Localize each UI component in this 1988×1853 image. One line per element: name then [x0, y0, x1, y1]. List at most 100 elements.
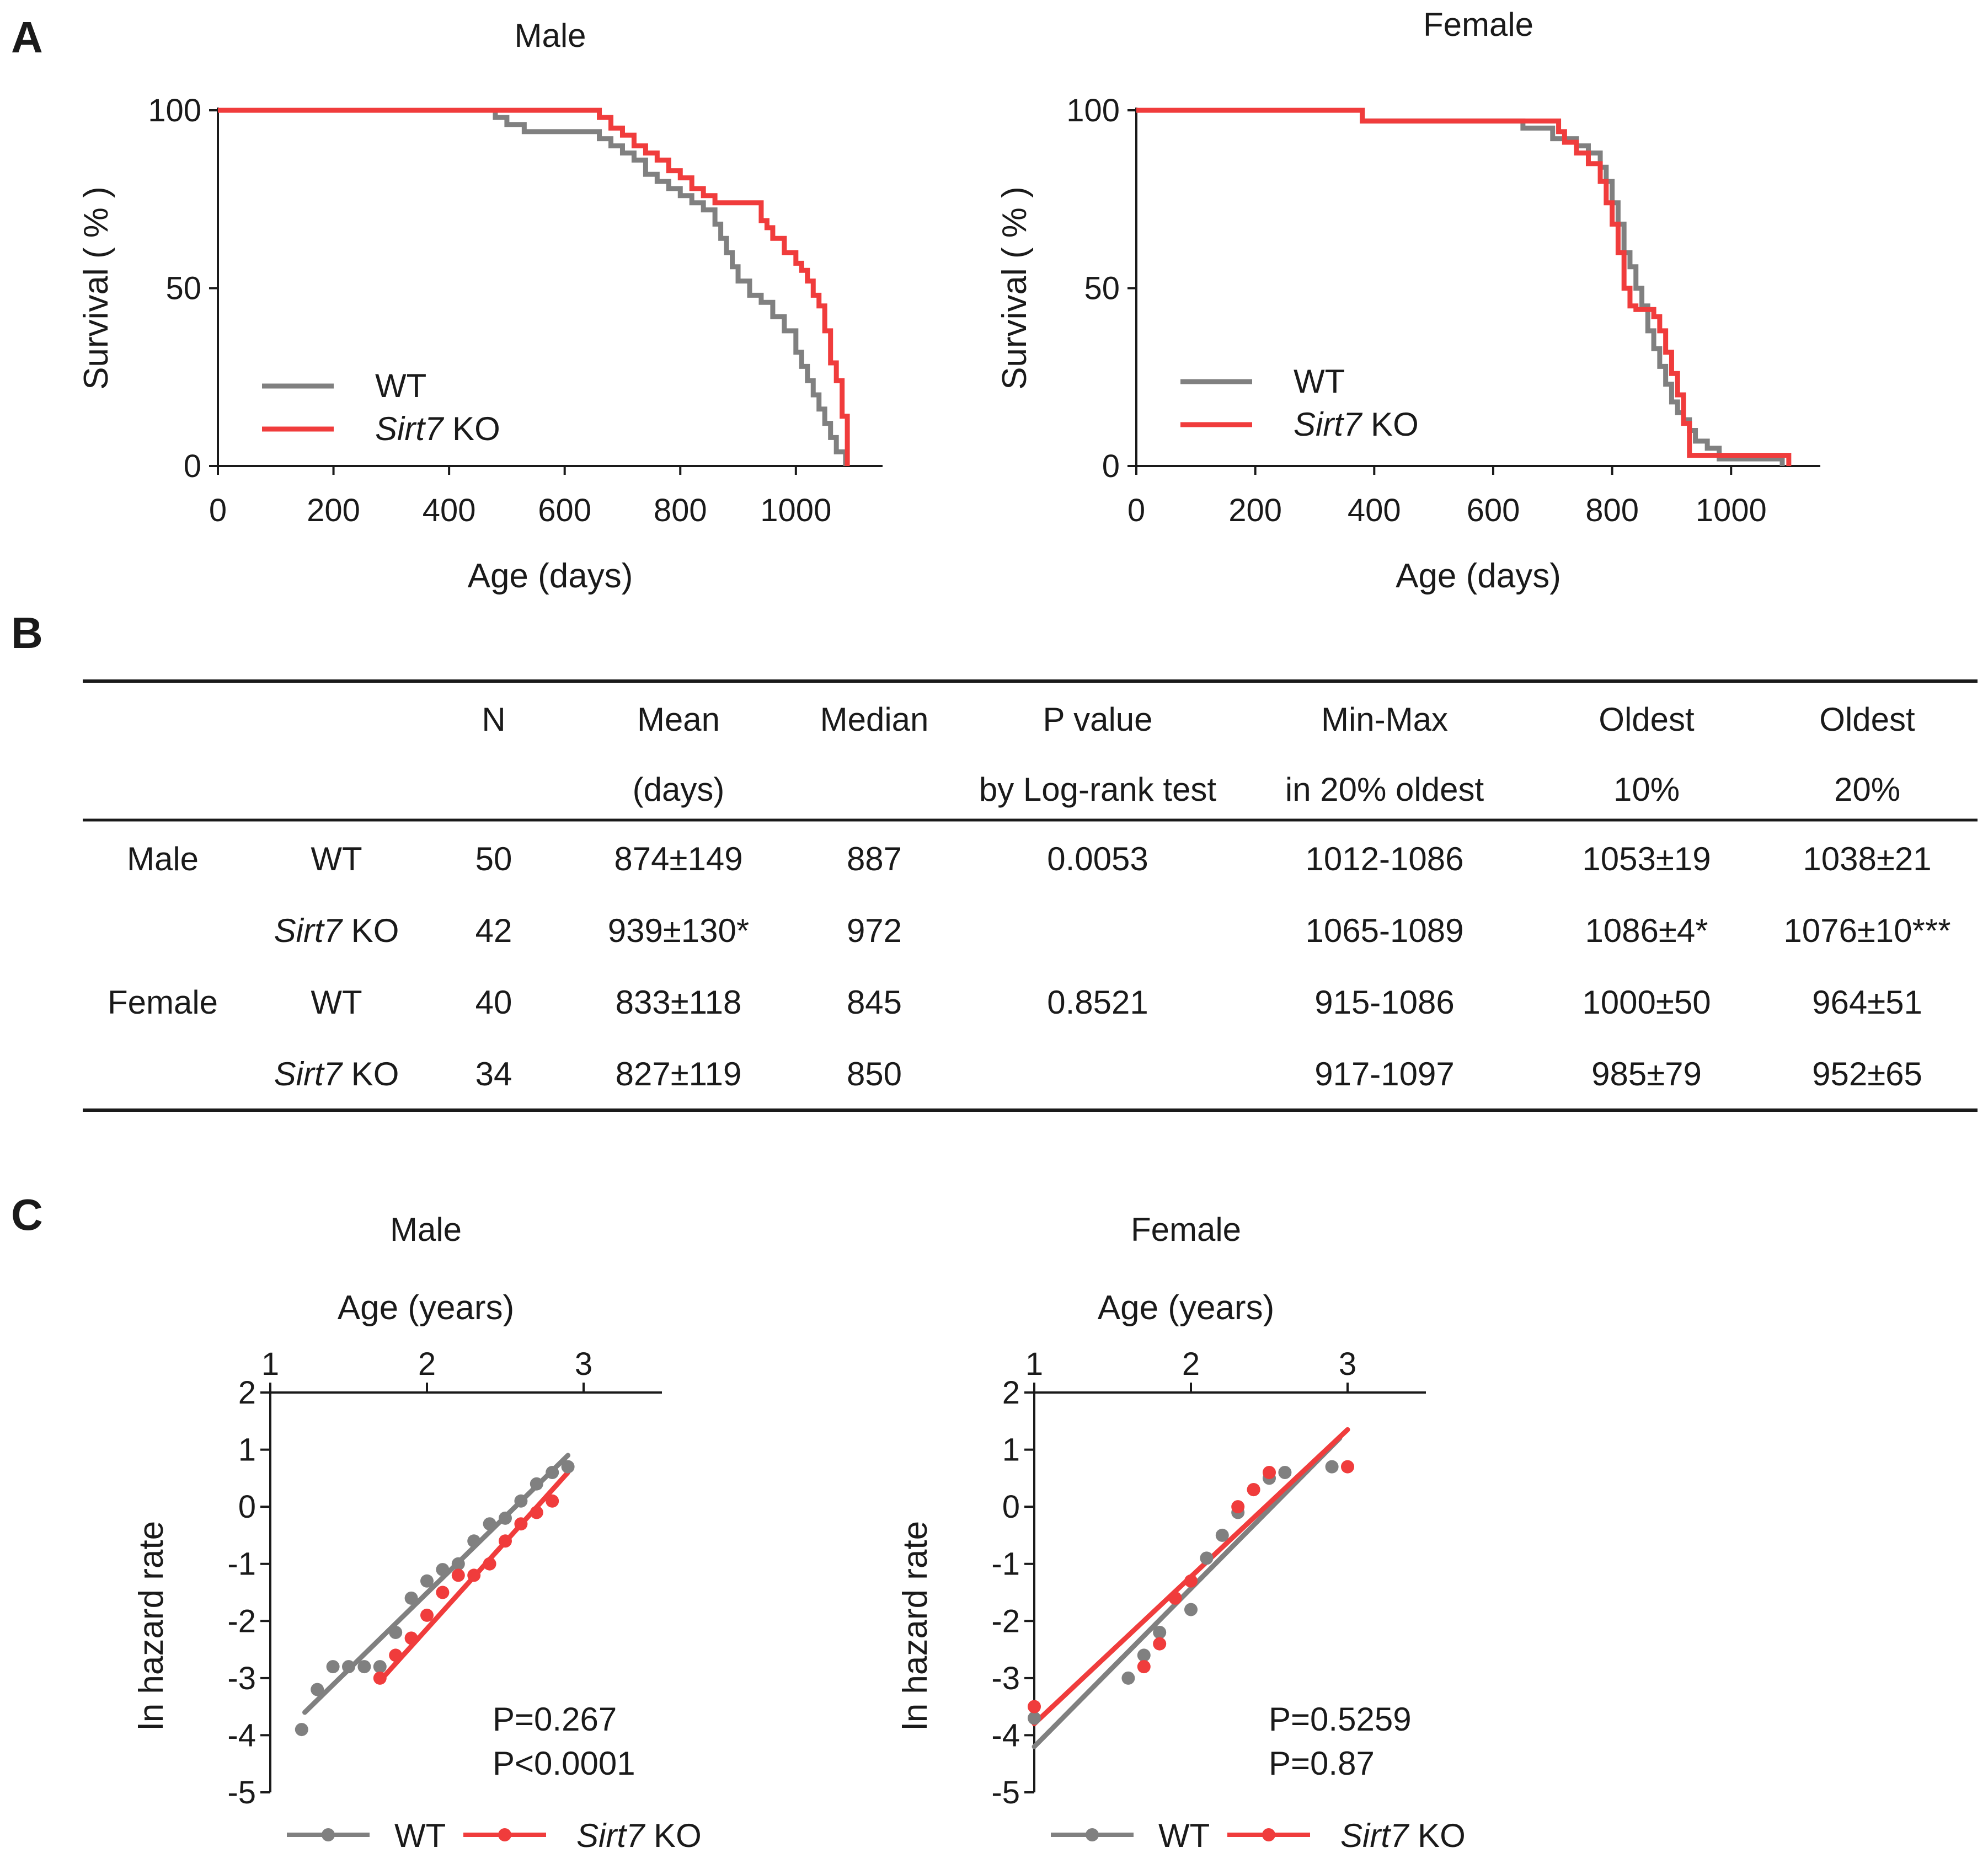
table-cell-oldest10: 985±79: [1591, 1056, 1702, 1092]
top-axis-title: Age (years): [1098, 1289, 1274, 1327]
table-cell-oldest20: 964±51: [1812, 984, 1922, 1021]
data-point-sirt7-ko: [451, 1568, 465, 1582]
data-point-sirt7-ko: [546, 1494, 559, 1508]
table-cell-oldest20: 1076±10***: [1783, 912, 1950, 949]
data-point-wt: [530, 1477, 543, 1491]
survival-curve-sirt7-ko: [1136, 108, 1792, 466]
x-tick-label: 0: [1127, 492, 1145, 528]
y-tick-label: -5: [991, 1775, 1020, 1811]
data-point-wt: [499, 1511, 512, 1525]
table-cell-genotype: WT: [311, 840, 362, 877]
chart-title: Male: [514, 17, 586, 54]
data-point-sirt7-ko: [1184, 1574, 1198, 1588]
fit-line-wt: [1032, 1436, 1343, 1749]
survival-chart-male: Male 0 200 400 600 800 1000 0 50 100 Age (days) Sur…: [77, 17, 883, 595]
table-header-cell: Min-Max: [1321, 701, 1448, 738]
data-point-wt: [389, 1626, 403, 1639]
chart-title: Male: [390, 1211, 462, 1248]
y-tick-label: -3: [991, 1661, 1020, 1696]
table-cell-genotype: Sirt7 KO: [274, 912, 399, 949]
x-tick-label: 600: [538, 492, 591, 528]
table-cell-oldest10: 1000±50: [1582, 984, 1711, 1021]
table-cell-genotype: Sirt7 KO: [274, 1056, 399, 1092]
x-tick-label: 600: [1467, 492, 1520, 528]
table-cell-sex: Male: [127, 840, 199, 877]
y-tick-label: -3: [227, 1661, 256, 1696]
panel-label-a: A: [11, 13, 43, 62]
data-point-sirt7-ko: [420, 1608, 434, 1622]
survival-chart-female: Female 0 200 400 600 800 1000 0 50 100 Age (days) S…: [996, 6, 1820, 595]
data-point-sirt7-ko: [1231, 1500, 1245, 1514]
table-cell-genotype-plain: WT: [311, 840, 362, 877]
legend-label: Sirt7 KO: [1340, 1817, 1466, 1853]
table-header-cell: P value: [1043, 701, 1152, 738]
data-point-wt: [311, 1683, 324, 1696]
data-point-wt: [483, 1517, 496, 1531]
table-cell-minmax: 915-1086: [1314, 984, 1455, 1021]
table-cell-minmax: 1012-1086: [1306, 840, 1464, 877]
table-header-cell: by Log-rank test: [979, 771, 1217, 808]
table-header-cell: in 20% oldest: [1285, 771, 1484, 808]
data-point-sirt7-ko: [389, 1648, 403, 1662]
legend-marker: [498, 1828, 511, 1841]
table-cell-median: 972: [847, 912, 902, 949]
y-tick-label: -2: [991, 1603, 1020, 1639]
legend-label: Sirt7 KO: [576, 1817, 702, 1853]
x-tick-label: 1000: [760, 492, 831, 528]
x-tick-label: 200: [1228, 492, 1282, 528]
legend-label-plain: KO: [1408, 1817, 1465, 1853]
survival-curve-sirt7-ko: [218, 108, 850, 466]
legend-label-plain: WT: [375, 367, 426, 404]
panel-label-c: C: [11, 1190, 43, 1239]
y-tick-label: 50: [165, 271, 201, 307]
y-tick-label: 2: [1002, 1375, 1020, 1411]
x-axis-title: Age (days): [1396, 557, 1561, 595]
table-header-cell: N: [482, 701, 505, 738]
x-tick-label: 2: [1182, 1346, 1200, 1382]
data-point-wt: [404, 1591, 418, 1605]
x-tick-label: 1: [1025, 1346, 1043, 1382]
data-point-wt: [1325, 1460, 1339, 1474]
table-cell-mean: 939±130*: [608, 912, 750, 949]
panel-label-b: B: [11, 608, 43, 657]
data-point-wt: [1200, 1551, 1214, 1565]
data-point-wt: [1028, 1711, 1041, 1725]
table-cell-sex: Female: [108, 984, 218, 1021]
data-point-sirt7-ko: [1028, 1700, 1041, 1713]
x-tick-label: 1000: [1696, 492, 1767, 528]
p-value-label: P<0.0001: [493, 1745, 635, 1782]
y-tick-label: -1: [227, 1546, 256, 1582]
y-tick-label: 0: [238, 1489, 256, 1525]
legend-label-italic: Sirt7: [375, 410, 445, 447]
fit-line-wt: [302, 1453, 571, 1715]
table-header-cell: Oldest: [1599, 701, 1695, 738]
data-point-wt: [326, 1660, 340, 1674]
table-header-cell: Mean: [637, 701, 720, 738]
legend-marker: [1262, 1828, 1275, 1841]
x-tick-label: 800: [1585, 492, 1639, 528]
p-value-label: P=0.267: [493, 1701, 617, 1738]
data-point-sirt7-ko: [530, 1506, 543, 1519]
table-cell-mean: 833±118: [616, 984, 742, 1021]
y-tick-label: -1: [991, 1546, 1020, 1582]
data-point-sirt7-ko: [514, 1517, 528, 1531]
y-axis-title: Survival ( % ): [77, 186, 115, 390]
p-value-label: P=0.87: [1269, 1745, 1375, 1782]
y-tick-label: 1: [238, 1432, 256, 1468]
data-point-sirt7-ko: [1137, 1660, 1151, 1674]
y-tick-label: 0: [184, 448, 201, 484]
data-point-wt: [420, 1574, 434, 1588]
legend-marker: [322, 1828, 335, 1841]
legend-label-plain: WT: [394, 1817, 446, 1853]
data-point-wt: [1215, 1528, 1229, 1542]
legend-label: WT: [394, 1817, 446, 1853]
data-point-wt: [342, 1660, 355, 1674]
y-tick-label: -5: [227, 1775, 256, 1811]
table-cell-minmax: 1065-1089: [1306, 912, 1464, 949]
table-cell-genotype-italic: Sirt7: [274, 912, 344, 949]
data-point-sirt7-ko: [436, 1586, 450, 1599]
y-tick-label: 2: [238, 1375, 256, 1411]
x-tick-label: 2: [418, 1346, 436, 1382]
